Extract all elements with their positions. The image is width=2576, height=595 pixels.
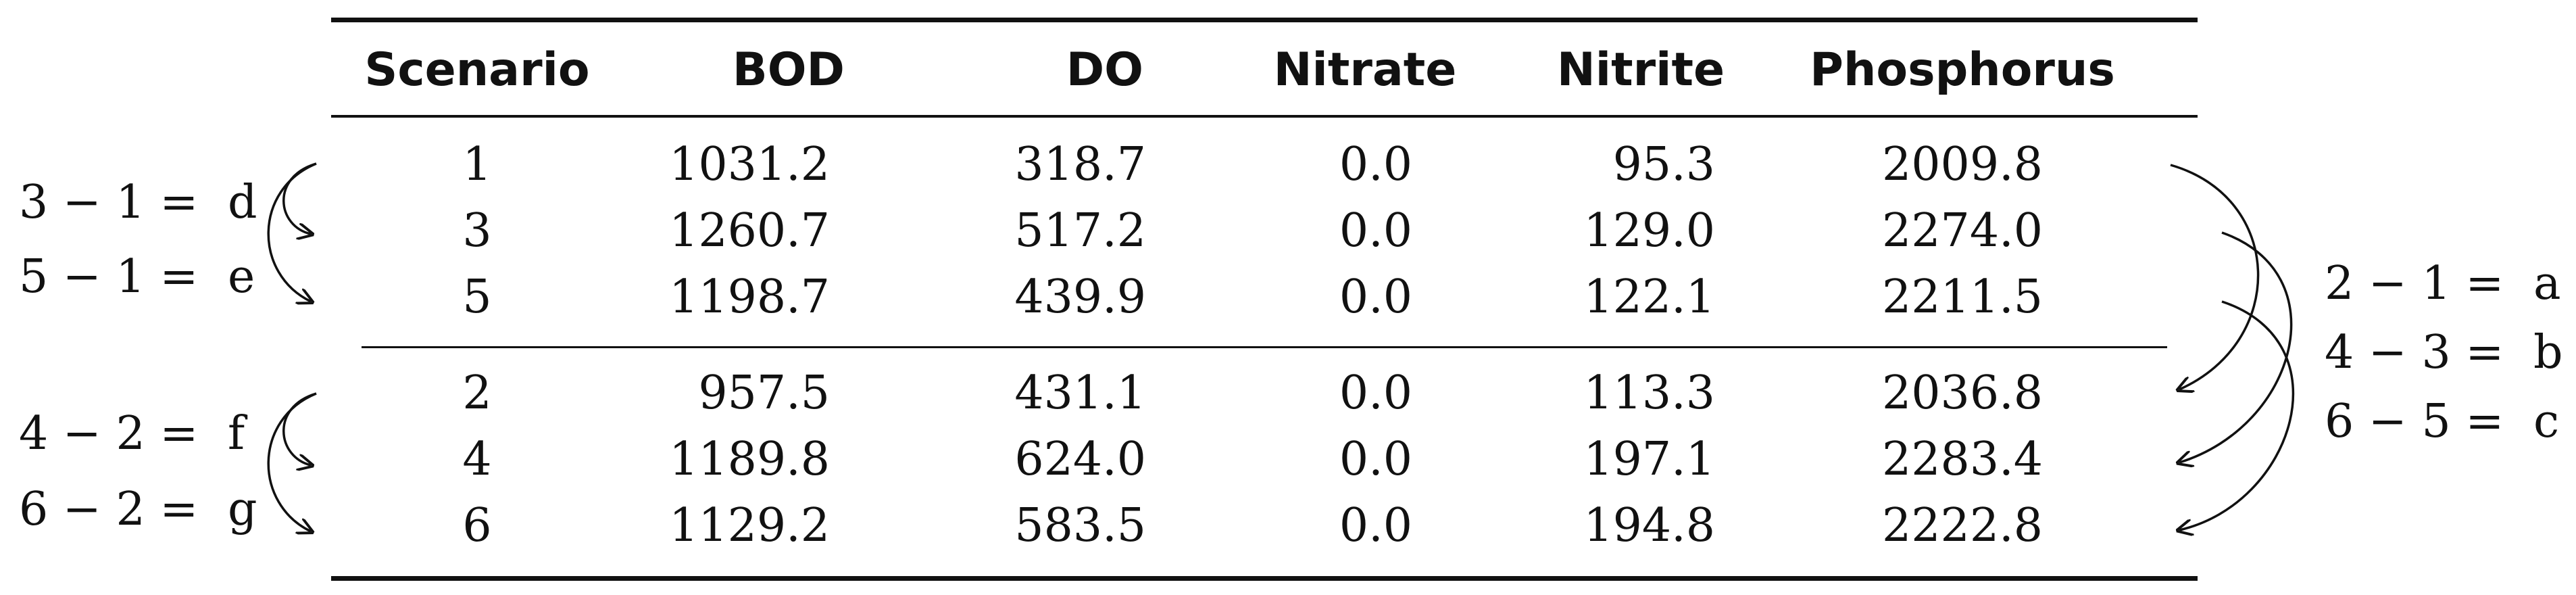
cell-nitrite: 113.3 [1583,366,1715,420]
annotation-label: a [2533,257,2561,310]
annotation-label: f [227,407,245,460]
table-bottom-rule [331,576,2198,581]
annotation-expression: 5 − 1 = [19,250,199,304]
cell-nitrate: 0.0 [1339,499,1413,552]
cell-scenario: 3 [462,204,492,258]
annotation-label: b [2533,326,2563,379]
right-annotation-c: 6 − 5 = c [2325,399,2559,445]
annotation-expression: 3 − 1 = [19,176,199,229]
cell-scenario: 1 [462,138,492,191]
annotation-label: g [227,483,257,536]
cell-scenario: 6 [462,499,492,552]
cell-bod: 1031.2 [669,138,830,191]
cell-scenario: 2 [462,366,492,420]
cell-bod: 1260.7 [669,204,830,258]
annotation-label: d [227,176,257,229]
header-nitrate: Nitrate [1273,43,1457,97]
cell-nitrite: 129.0 [1583,204,1715,258]
arrow-row5-to-row6-icon [2179,300,2295,530]
arrow-row1-to-row5-icon [267,162,317,302]
cell-phosphorus: 2211.5 [1882,270,2043,324]
cell-do: 517.2 [1014,204,1146,258]
cell-do: 318.7 [1014,138,1146,191]
right-annotation-a: 2 − 1 = a [2325,261,2561,307]
cell-nitrate: 0.0 [1339,270,1413,324]
arrow-row1-to-row3-icon [282,162,317,234]
annotation-label: c [2533,395,2560,448]
header-phosphorus: Phosphorus [1810,43,2115,97]
header-nitrite: Nitrite [1556,43,1725,97]
header-bod: BOD [732,43,845,97]
arrow-row2-to-row6-icon [267,392,317,531]
cell-bod: 957.5 [698,366,830,420]
left-annotation-e: 5 − 1 = e [19,254,255,300]
cell-nitrate: 0.0 [1339,138,1413,191]
cell-nitrite: 95.3 [1612,138,1715,191]
cell-phosphorus: 2009.8 [1882,138,2043,191]
cell-bod: 1198.7 [669,270,830,324]
cell-nitrate: 0.0 [1339,366,1413,420]
cell-do: 439.9 [1014,270,1146,324]
arrow-row1-to-row2-icon [2170,164,2260,389]
cell-do: 624.0 [1014,433,1146,486]
cell-phosphorus: 2222.8 [1882,499,2043,552]
cell-nitrite: 197.1 [1583,433,1715,486]
cell-bod: 1129.2 [669,499,830,552]
annotation-expression: 4 − 2 = [19,407,199,460]
left-annotation-g: 6 − 2 = g [19,487,257,533]
table-header-rule [331,115,2198,118]
cell-do: 431.1 [1014,366,1146,420]
right-annotation-b: 4 − 3 = b [2325,330,2562,376]
annotation-expression: 2 − 1 = [2325,257,2504,310]
header-do: DO [1066,43,1143,97]
cell-phosphorus: 2036.8 [1882,366,2043,420]
left-annotation-d: 3 − 1 = d [19,180,257,226]
cell-nitrate: 0.0 [1339,204,1413,258]
annotation-expression: 6 − 2 = [19,483,199,536]
annotation-expression: 6 − 5 = [2325,395,2504,448]
table-group-divider [362,346,2167,348]
left-annotation-f: 4 − 2 = f [19,411,245,457]
header-scenario: Scenario [364,43,590,97]
cell-nitrite: 122.1 [1583,270,1715,324]
cell-nitrite: 194.8 [1583,499,1715,552]
cell-scenario: 5 [462,270,492,324]
arrow-row2-to-row4-icon [282,392,317,465]
cell-scenario: 4 [462,433,492,486]
cell-do: 583.5 [1014,499,1146,552]
cell-bod: 1189.8 [669,433,830,486]
annotation-expression: 4 − 3 = [2325,326,2504,379]
table-top-rule [331,18,2198,22]
cell-phosphorus: 2283.4 [1882,433,2043,486]
annotation-label: e [227,250,255,304]
cell-nitrate: 0.0 [1339,433,1413,486]
cell-phosphorus: 2274.0 [1882,204,2043,258]
arrow-row3-to-row4-icon [2179,231,2293,462]
